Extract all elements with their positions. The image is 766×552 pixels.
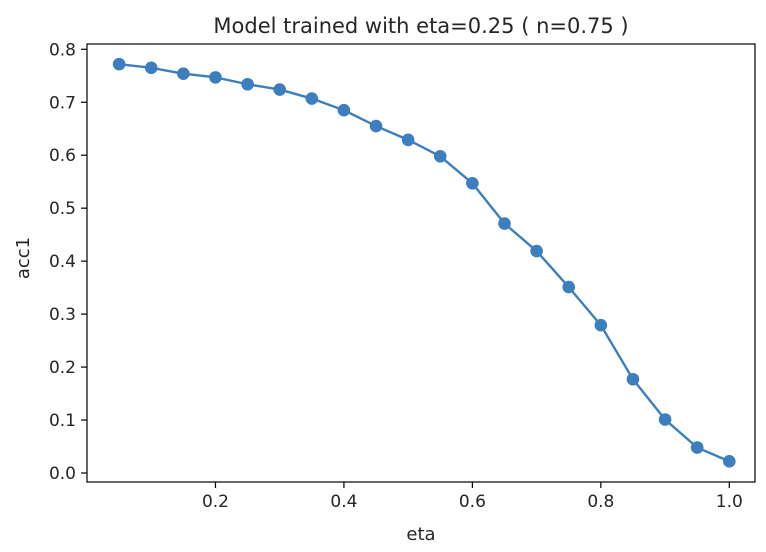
x-axis-ticks: 0.2 0.4 0.6 0.8 1.0 — [202, 482, 743, 512]
data-point — [626, 372, 640, 386]
y-tick-label: 0.5 — [49, 199, 76, 219]
data-point — [144, 61, 158, 75]
y-axis-ticks: 0.0 0.1 0.2 0.3 0.4 0.5 0.6 0.7 0.8 — [49, 40, 87, 484]
y-tick-label: 0.0 — [49, 464, 76, 484]
data-point — [273, 83, 286, 96]
data-point — [433, 149, 447, 163]
y-tick-label: 0.3 — [49, 305, 76, 325]
y-tick-label: 0.4 — [49, 252, 76, 272]
x-tick-label: 0.6 — [459, 492, 486, 512]
data-point — [337, 103, 351, 117]
data-point — [562, 280, 576, 294]
y-tick-label: 0.8 — [49, 40, 76, 60]
y-tick-label: 0.2 — [49, 358, 76, 378]
x-tick-label: 0.2 — [202, 492, 229, 512]
data-point — [594, 318, 608, 332]
y-tick-label: 0.7 — [49, 93, 76, 113]
axes-frame — [86, 43, 756, 483]
data-point — [305, 92, 319, 105]
y-tick-label: 0.1 — [49, 411, 76, 431]
data-point — [177, 67, 190, 80]
y-axis-label: acc1 — [13, 237, 34, 279]
axes-spines — [86, 43, 756, 483]
data-layer — [112, 57, 736, 468]
data-point — [498, 217, 511, 230]
data-point — [401, 133, 415, 147]
y-tick-label: 0.6 — [49, 146, 76, 166]
chart-title: Model trained with eta=0.25 ( n=0.75 ) — [213, 14, 628, 38]
data-point — [658, 413, 672, 426]
data-point — [530, 244, 543, 258]
data-point — [112, 57, 126, 71]
data-point — [209, 71, 222, 84]
x-tick-label: 0.4 — [330, 492, 357, 512]
data-point — [241, 77, 254, 91]
data-point — [466, 176, 479, 190]
data-point — [723, 455, 736, 468]
x-tick-label: 1.0 — [716, 492, 743, 512]
x-axis-label: eta — [406, 524, 435, 545]
plot-area — [87, 44, 755, 482]
data-point — [690, 441, 704, 454]
data-point — [369, 119, 383, 133]
x-tick-label: 0.8 — [587, 492, 614, 512]
